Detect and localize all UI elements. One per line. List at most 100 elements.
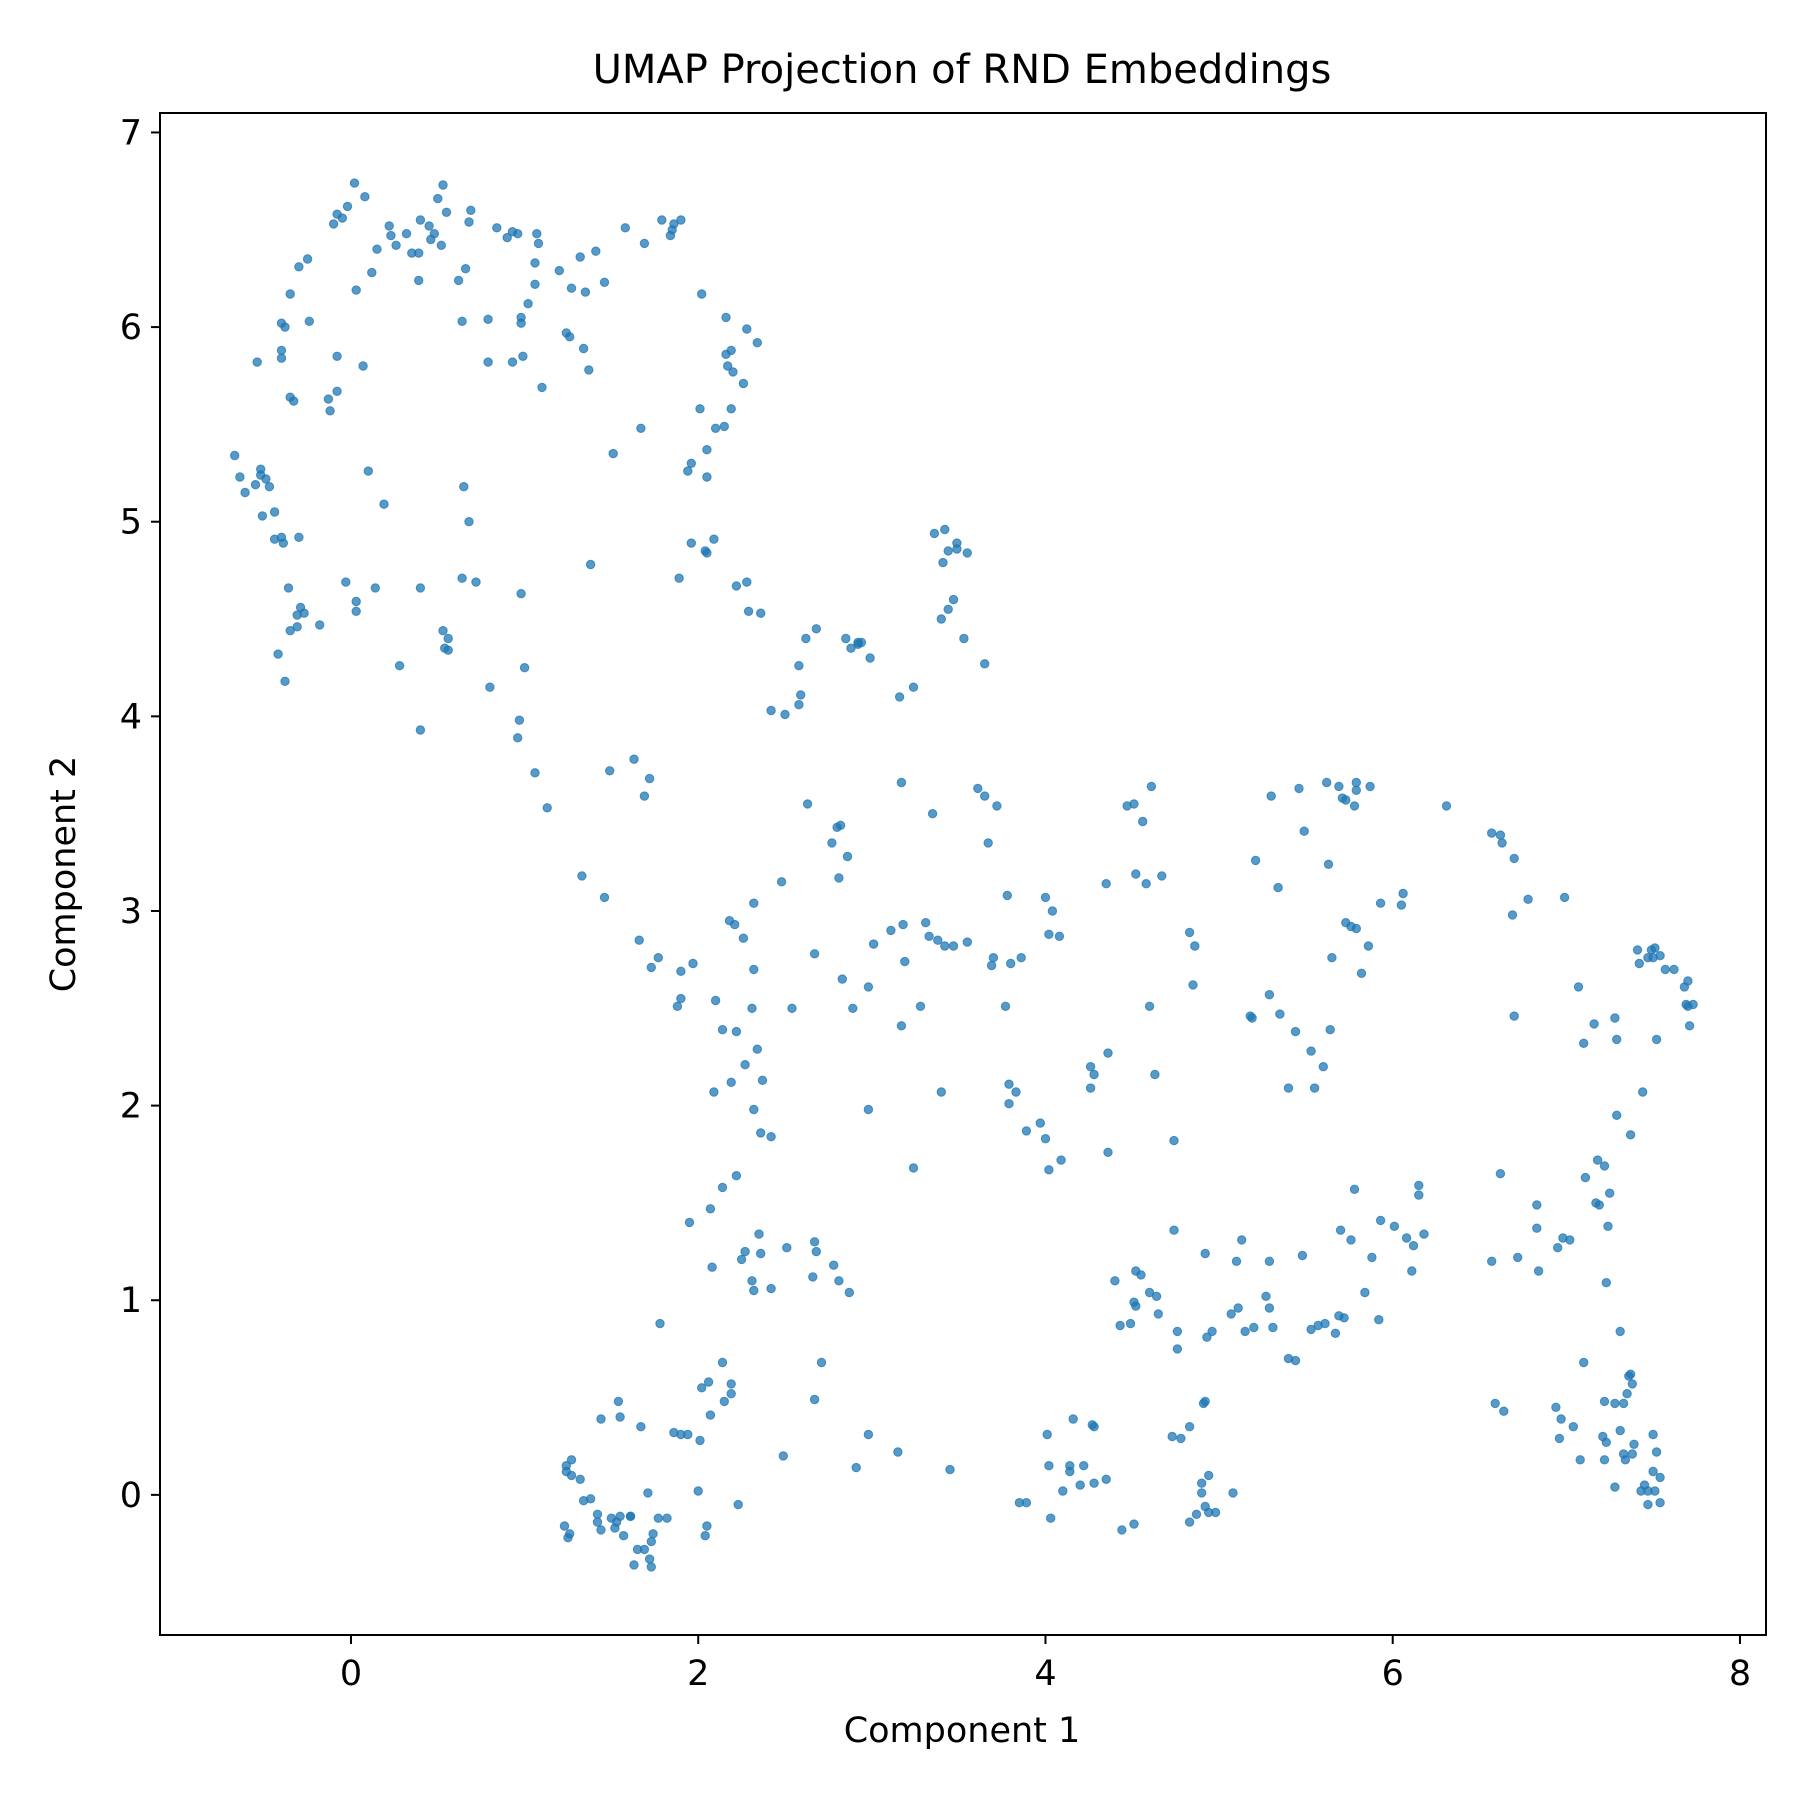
data-point: [669, 1427, 679, 1438]
data-point: [1360, 1287, 1370, 1298]
data-point: [1592, 1155, 1603, 1165]
y-tick-label: 6: [120, 308, 142, 348]
data-point: [1058, 1486, 1068, 1496]
data-point: [1648, 1466, 1658, 1477]
data-point: [1688, 999, 1698, 1010]
data-point: [1625, 1130, 1636, 1140]
data-point: [1294, 783, 1304, 794]
data-point: [1612, 1034, 1622, 1045]
data-point: [1172, 1326, 1183, 1337]
data-point: [1138, 816, 1148, 827]
data-point: [1509, 1011, 1519, 1021]
data-point: [613, 1396, 624, 1407]
data-point: [1632, 945, 1643, 955]
data-point: [1365, 781, 1375, 792]
data-point: [1441, 801, 1452, 811]
data-point: [1035, 1118, 1046, 1128]
data-point: [1335, 1225, 1346, 1235]
data-point: [1579, 1357, 1589, 1368]
data-point: [756, 1128, 766, 1138]
data-point: [1554, 1433, 1565, 1444]
data-point: [1264, 990, 1275, 1000]
data-point: [1610, 1398, 1620, 1409]
data-point: [1299, 826, 1309, 836]
data-point: [285, 289, 295, 299]
data-point: [1231, 1256, 1242, 1267]
data-point: [299, 608, 309, 618]
data-point: [1655, 1498, 1665, 1508]
data-point: [695, 1435, 705, 1446]
data-point: [414, 248, 424, 258]
data-point: [811, 624, 821, 634]
data-point: [868, 939, 879, 949]
data-point: [615, 1412, 625, 1422]
data-point: [986, 960, 997, 971]
data-point: [717, 1357, 728, 1368]
data-point: [1176, 1433, 1186, 1444]
data-point: [273, 649, 283, 659]
data-point: [1131, 869, 1141, 879]
data-point: [1533, 1266, 1544, 1276]
data-point: [1021, 1126, 1032, 1136]
data-point: [726, 1379, 736, 1389]
data-point: [518, 351, 528, 361]
x-tick-label: 0: [340, 1654, 362, 1694]
data-point: [433, 193, 443, 204]
data-point: [542, 803, 552, 813]
data-point: [1615, 1326, 1625, 1337]
data-point: [1172, 1344, 1183, 1354]
data-point: [276, 345, 287, 356]
data-point: [577, 871, 587, 881]
data-point: [1551, 1402, 1561, 1413]
data-point: [1375, 1215, 1386, 1226]
data-point: [578, 1496, 589, 1506]
data-point: [736, 1254, 747, 1265]
data-point: [1042, 1429, 1052, 1440]
data-point: [1184, 1517, 1195, 1527]
data-point: [988, 953, 999, 963]
data-point: [485, 682, 495, 692]
data-point: [1306, 1046, 1316, 1056]
data-point: [464, 517, 474, 527]
data-point: [936, 1087, 946, 1097]
data-point: [674, 573, 684, 583]
data-point: [1021, 1498, 1032, 1508]
data-point: [1414, 1180, 1424, 1191]
data-point: [596, 1525, 606, 1535]
data-point: [644, 773, 655, 784]
data-point: [726, 1077, 736, 1088]
data-point: [1407, 1266, 1417, 1276]
data-point: [261, 474, 271, 484]
data-point: [1650, 943, 1660, 953]
data-point: [438, 180, 448, 190]
data-point: [394, 661, 405, 671]
data-point: [723, 361, 733, 371]
data-point: [915, 1001, 926, 1011]
data-point: [834, 1276, 844, 1286]
data-point: [1150, 1069, 1160, 1080]
data-point: [1184, 1422, 1195, 1432]
data-point: [809, 1394, 820, 1405]
data-point: [1643, 1499, 1653, 1510]
data-point: [1330, 1328, 1341, 1339]
data-point: [1004, 1099, 1014, 1109]
data-point: [289, 396, 299, 406]
data-point: [707, 1262, 717, 1272]
data-point: [778, 1451, 788, 1461]
data-point: [1509, 853, 1519, 864]
data-point: [1398, 888, 1408, 899]
data-point: [1618, 1449, 1629, 1459]
data-point: [1188, 980, 1198, 990]
data-point: [1047, 906, 1058, 916]
data-point: [943, 604, 953, 614]
data-point: [952, 544, 962, 554]
x-tick-label: 4: [1034, 1654, 1056, 1694]
data-point: [1599, 1396, 1610, 1407]
data-point: [1601, 1278, 1612, 1288]
data-point: [646, 962, 656, 973]
data-point: [653, 953, 663, 963]
data-point: [332, 209, 342, 219]
data-point: [702, 1521, 712, 1531]
data-point: [464, 217, 474, 227]
data-point: [252, 357, 262, 367]
